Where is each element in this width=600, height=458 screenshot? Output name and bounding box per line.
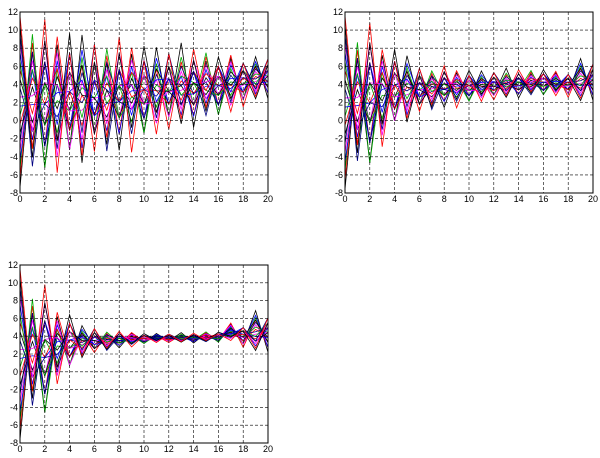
y-tick-label: 6 (13, 313, 18, 323)
y-tick-label: 0 (13, 367, 18, 377)
y-tick-label: 12 (8, 260, 18, 270)
x-tick-label: 10 (464, 194, 474, 204)
x-tick-label: 20 (263, 444, 273, 454)
y-tick-label: -2 (10, 385, 18, 395)
x-tick-label: 8 (117, 444, 122, 454)
y-tick-label: -2 (335, 134, 343, 144)
x-tick-label: 20 (588, 194, 598, 204)
y-tick-label: -6 (10, 170, 18, 180)
x-tick-label: 4 (67, 444, 72, 454)
x-tick-label: 0 (342, 194, 347, 204)
y-tick-label: 10 (8, 278, 18, 288)
x-tick-label: 4 (67, 194, 72, 204)
y-tick-label: 10 (8, 25, 18, 35)
x-tick-label: 2 (367, 194, 372, 204)
y-tick-label: -8 (335, 188, 343, 198)
y-tick-label: 4 (338, 79, 343, 89)
y-tick-label: -4 (335, 152, 343, 162)
y-tick-label: 0 (338, 116, 343, 126)
y-tick-label: 12 (8, 7, 18, 17)
x-tick-label: 12 (164, 444, 174, 454)
y-tick-label: 2 (13, 98, 18, 108)
y-tick-label: 10 (333, 25, 343, 35)
y-tick-label: 8 (338, 43, 343, 53)
y-tick-label: -6 (10, 420, 18, 430)
y-tick-label: 6 (13, 61, 18, 71)
x-tick-label: 6 (417, 194, 422, 204)
y-tick-label: 8 (13, 296, 18, 306)
x-tick-label: 14 (514, 194, 524, 204)
x-tick-label: 18 (238, 444, 248, 454)
plot-panel-top-left: 0 2 4 6 8 10 12 14 16 18 20 -8 -6 -4 -2 0 2 4 6 8 10 12 (8, 7, 273, 204)
series-line-19 (19, 277, 269, 399)
axes-frame (19, 11, 269, 194)
x-tick-label: 2 (42, 194, 47, 204)
series-line-20 (344, 15, 594, 147)
x-tick-label: 18 (238, 194, 248, 204)
y-tick-label: 4 (13, 79, 18, 89)
y-tick-label: 6 (338, 61, 343, 71)
y-tick-label: -2 (10, 134, 18, 144)
y-tick-label: 2 (13, 349, 18, 359)
grid (20, 265, 268, 443)
plot-panel-top-right: 0 2 4 6 8 10 12 14 16 18 20 -8 -6 -4 -2 0 2 4 6 8 10 12 (333, 7, 598, 204)
y-tick-label: 12 (333, 7, 343, 17)
series-line-20 (19, 15, 269, 173)
axes-frame (344, 11, 594, 194)
y-tick-label: 4 (13, 331, 18, 341)
y-tick-label: -4 (10, 152, 18, 162)
x-tick-label: 14 (189, 444, 199, 454)
y-tick-label: -8 (10, 188, 18, 198)
x-tick-label: 8 (442, 194, 447, 204)
x-tick-label: 16 (213, 444, 223, 454)
axes-frame (19, 264, 269, 444)
y-tick-label: 0 (13, 116, 18, 126)
x-tick-label: 0 (17, 194, 22, 204)
y-tick-label: -4 (10, 402, 18, 412)
y-tick-label: 2 (338, 98, 343, 108)
series-line-19 (344, 24, 594, 154)
x-tick-label: 8 (117, 194, 122, 204)
x-tick-label: 14 (189, 194, 199, 204)
plot-panel-bottom-left: 0 2 4 6 8 10 12 14 16 18 20 -8 -6 -4 -2 0 2 4 6 8 10 12 (8, 260, 273, 454)
x-tick-label: 18 (563, 194, 573, 204)
y-tick-label: 8 (13, 43, 18, 53)
x-tick-label: 12 (164, 194, 174, 204)
grid (345, 12, 593, 193)
x-tick-label: 16 (213, 194, 223, 204)
grid (20, 12, 268, 193)
x-tick-label: 16 (538, 194, 548, 204)
x-tick-label: 0 (17, 444, 22, 454)
x-tick-label: 12 (489, 194, 499, 204)
x-tick-label: 2 (42, 444, 47, 454)
x-tick-label: 10 (139, 444, 149, 454)
x-tick-label: 6 (92, 194, 97, 204)
x-tick-label: 6 (92, 444, 97, 454)
y-tick-label: -8 (10, 438, 18, 448)
x-tick-label: 10 (139, 194, 149, 204)
x-tick-label: 4 (392, 194, 397, 204)
y-tick-label: -6 (335, 170, 343, 180)
x-tick-label: 20 (263, 194, 273, 204)
